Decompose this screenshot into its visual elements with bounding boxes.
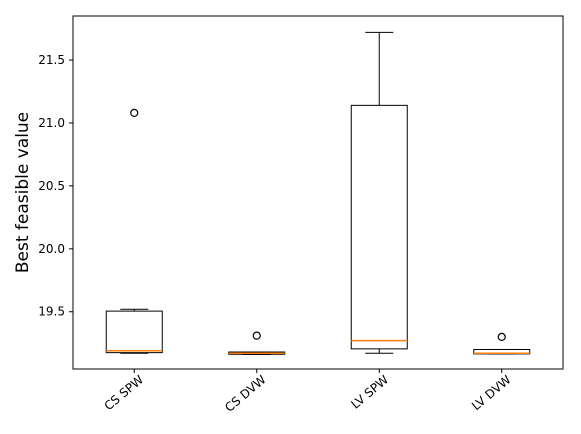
y-tick-label: 20.0 — [38, 242, 65, 256]
box-lv-spw — [350, 31, 408, 354]
box-cs-dvw — [228, 331, 286, 356]
box-lv-dvw — [473, 332, 531, 355]
x-axis: CS SPW CS DVW LV SPW LV DVW — [102, 369, 514, 415]
y-tick-label: 19.5 — [38, 305, 65, 319]
y-tick-label: 21.5 — [38, 53, 65, 67]
outlier-point — [130, 108, 139, 118]
box-cs-spw — [105, 108, 163, 354]
outlier-point — [252, 331, 261, 340]
y-axis-label: Best feasible value — [13, 112, 33, 273]
outlier-point — [497, 332, 506, 342]
x-tick-label: LV SPW — [348, 372, 391, 411]
y-axis: 19.5 20.0 20.5 21.0 21.5 — [38, 53, 73, 319]
x-tick-label: LV DVW — [469, 372, 514, 413]
box-body — [105, 310, 163, 354]
x-tick-label: CS DVW — [222, 372, 269, 414]
y-tick-label: 20.5 — [38, 179, 65, 193]
y-tick-label: 21.0 — [38, 116, 65, 130]
box-body — [350, 104, 408, 350]
plot-area — [72, 15, 564, 370]
plot-marks — [105, 31, 531, 356]
x-tick-label: CS SPW — [102, 372, 147, 413]
